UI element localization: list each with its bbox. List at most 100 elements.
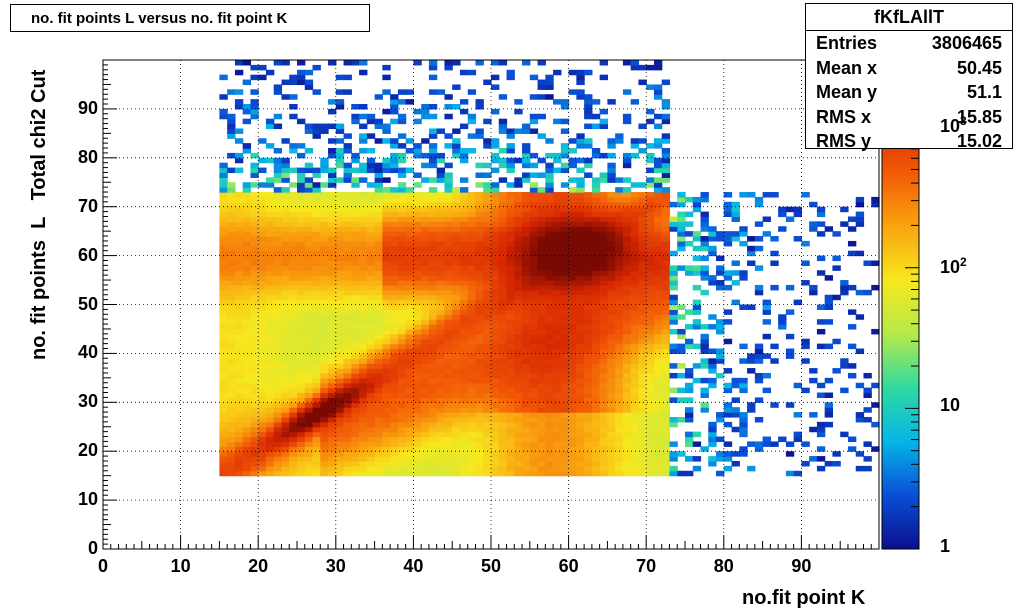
heatmap-cell [351, 441, 360, 447]
heatmap-cell [459, 294, 469, 301]
heatmap-cell [653, 60, 663, 66]
heatmap-cell [265, 201, 275, 208]
heatmap-cell [459, 152, 469, 159]
heatmap-cell [591, 270, 601, 276]
heatmap-cell [312, 456, 321, 462]
heatmap-cell [529, 275, 539, 281]
heatmap-cell [475, 412, 484, 418]
heatmap-cell [320, 236, 329, 242]
heatmap-cell [483, 280, 492, 286]
heatmap-cell [498, 309, 508, 315]
y-tick-label: 60 [77, 244, 98, 265]
heatmap-cell [599, 309, 608, 315]
heatmap-cell [452, 260, 461, 266]
heatmap-cell [560, 309, 570, 315]
heatmap-cell [560, 441, 570, 447]
heatmap-cell [428, 231, 438, 237]
heatmap-cell [459, 275, 469, 281]
heatmap-cell [242, 426, 252, 433]
heatmap-cell [653, 280, 663, 286]
heatmap-cell [428, 221, 438, 227]
heatmap-cell [281, 250, 290, 257]
heatmap-cell [227, 426, 236, 433]
heatmap-cell [708, 421, 717, 428]
heatmap-cell [855, 314, 865, 320]
heatmap-cell [258, 74, 267, 81]
heatmap-cell [700, 245, 709, 252]
heatmap-cell [669, 328, 678, 335]
heatmap-cell [522, 407, 531, 413]
heatmap-cell [661, 172, 671, 178]
heatmap-cell [397, 280, 407, 286]
heatmap-cell [537, 275, 546, 281]
heatmap-cell [591, 231, 601, 237]
heatmap-cell [622, 206, 632, 213]
heatmap-cell [661, 377, 671, 384]
heatmap-cell [289, 201, 298, 208]
heatmap-cell [506, 133, 515, 139]
heatmap-cell [397, 187, 407, 193]
heatmap-cell [234, 236, 244, 242]
heatmap-cell [312, 402, 321, 408]
y-tick-label: 70 [77, 195, 98, 216]
heatmap-cell [576, 343, 585, 350]
heatmap-cell [428, 436, 438, 443]
heatmap-cell [646, 368, 655, 374]
heatmap-cell [459, 372, 469, 379]
heatmap-cell [374, 206, 383, 213]
heatmap-cell [297, 60, 306, 66]
heatmap-cell [568, 431, 577, 438]
heatmap-cell [646, 407, 655, 413]
heatmap-cell [522, 226, 531, 232]
heatmap-cell [522, 358, 531, 364]
heatmap-cell [273, 392, 283, 399]
heatmap-cell [522, 460, 531, 467]
heatmap-cell [359, 465, 368, 472]
heatmap-cell [265, 416, 275, 423]
heatmap-cell [343, 416, 352, 423]
heatmap-cell [289, 343, 298, 350]
heatmap-cell [747, 465, 756, 472]
heatmap-cell [459, 304, 469, 310]
heatmap-cell [343, 460, 352, 467]
heatmap-cell [366, 460, 376, 467]
heatmap-cell [304, 368, 314, 374]
heatmap-cell [584, 304, 593, 310]
heatmap-cell [708, 363, 717, 369]
heatmap-cell [467, 426, 477, 433]
heatmap-cell [219, 289, 228, 296]
heatmap-cell [312, 240, 321, 247]
heatmap-cell [390, 221, 399, 227]
heatmap-cell [638, 421, 647, 428]
heatmap-cell [638, 358, 647, 364]
heatmap-cell [312, 392, 321, 399]
heatmap-cell [793, 431, 802, 438]
heatmap-cell [553, 211, 562, 218]
heatmap-cell [304, 240, 314, 247]
heatmap-cell [444, 348, 453, 354]
heatmap-cell [591, 338, 601, 345]
heatmap-cell [700, 265, 709, 271]
heatmap-cell [607, 368, 616, 374]
heatmap-cell [622, 196, 632, 203]
heatmap-cell [646, 143, 655, 149]
heatmap-cell [258, 250, 267, 257]
heatmap-cell [630, 245, 640, 252]
heatmap-cell [312, 333, 321, 340]
heatmap-cell [483, 201, 492, 208]
heatmap-cell [731, 397, 740, 403]
heatmap-cell [483, 284, 492, 291]
heatmap-cell [661, 206, 671, 213]
heatmap-cell [467, 221, 477, 227]
heatmap-cell [413, 196, 422, 203]
heatmap-cell [615, 460, 624, 467]
heatmap-cell [258, 206, 267, 213]
heatmap-cell [258, 182, 267, 188]
heatmap-cell [591, 407, 601, 413]
heatmap-cell [413, 231, 422, 237]
heatmap-cell [428, 402, 438, 408]
heatmap-cell [234, 231, 244, 237]
heatmap-cell [677, 348, 686, 354]
heatmap-cell [281, 402, 290, 408]
heatmap-cell [227, 456, 236, 462]
